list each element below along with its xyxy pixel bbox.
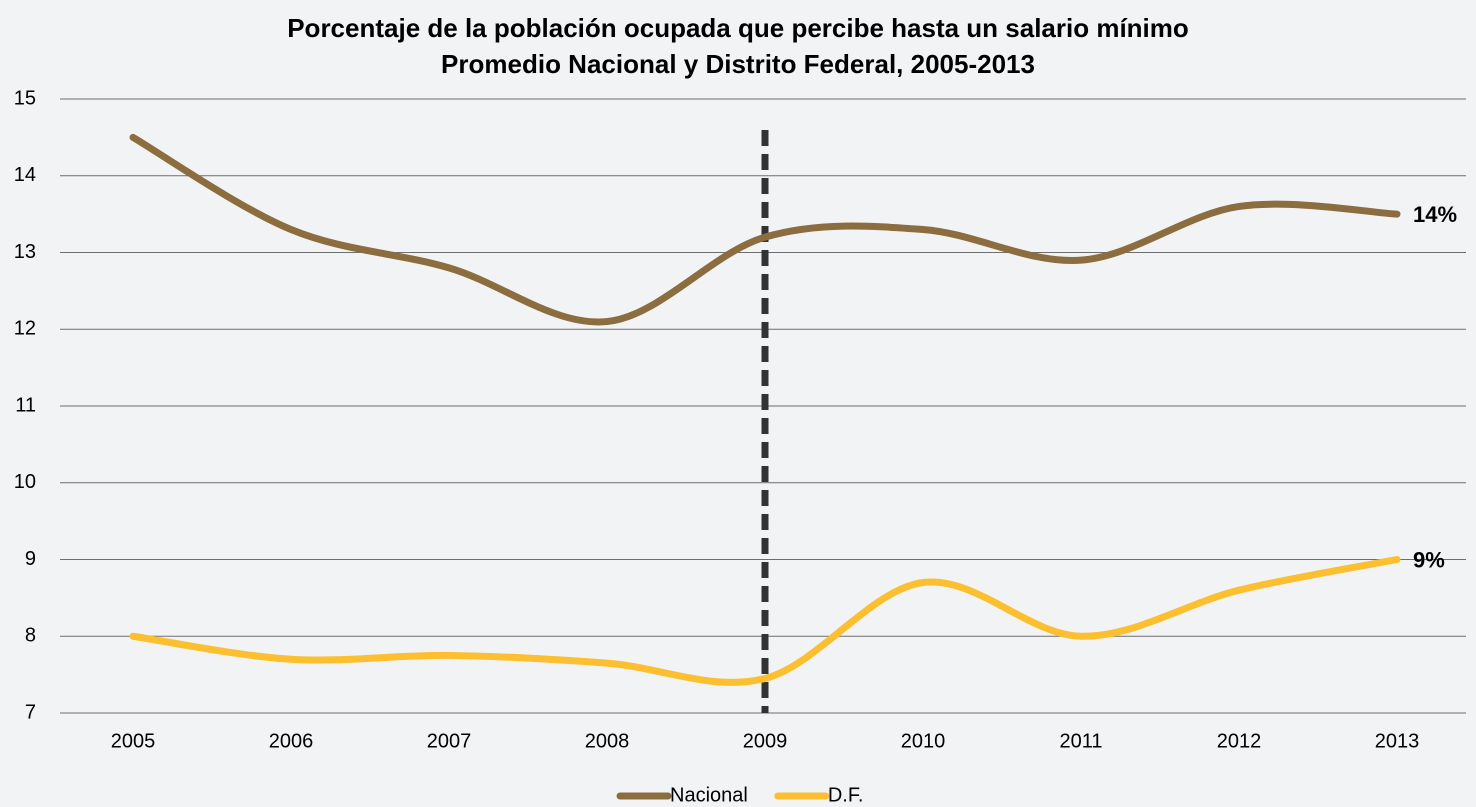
x-tick-label: 2008 [585, 730, 630, 752]
data-label: 14% [1413, 202, 1457, 227]
y-tick-label: 14 [14, 164, 36, 186]
chart-subtitle: Promedio Nacional y Distrito Federal, 20… [441, 49, 1035, 79]
y-tick-label: 12 [14, 318, 36, 340]
y-tick-label: 13 [14, 241, 36, 263]
x-tick-label: 2009 [743, 730, 788, 752]
y-tick-label: 11 [15, 394, 36, 416]
y-tick-label: 9 [25, 548, 36, 570]
line [129, 556, 1401, 686]
x-tick-label: 2013 [1375, 730, 1420, 752]
y-tick-label: 10 [14, 471, 36, 493]
x-tick-label: 2007 [427, 730, 472, 752]
x-tick-label: 2011 [1059, 730, 1102, 752]
x-tick-label: 2006 [269, 730, 314, 752]
y-tick-label: 7 [25, 701, 36, 723]
x-tick-label: 2010 [901, 730, 946, 752]
y-tick-label: 8 [25, 625, 36, 647]
y-tick-label: 15 [14, 87, 36, 109]
chart-title: Porcentaje de la población ocupada que p… [287, 13, 1189, 43]
legend-label: D.F. [828, 784, 864, 806]
x-tick-label: 2012 [1217, 730, 1262, 752]
data-label: 9% [1413, 547, 1445, 572]
x-tick-label: 2005 [111, 730, 156, 752]
legend-label: Nacional [670, 784, 748, 806]
line [129, 133, 1401, 326]
